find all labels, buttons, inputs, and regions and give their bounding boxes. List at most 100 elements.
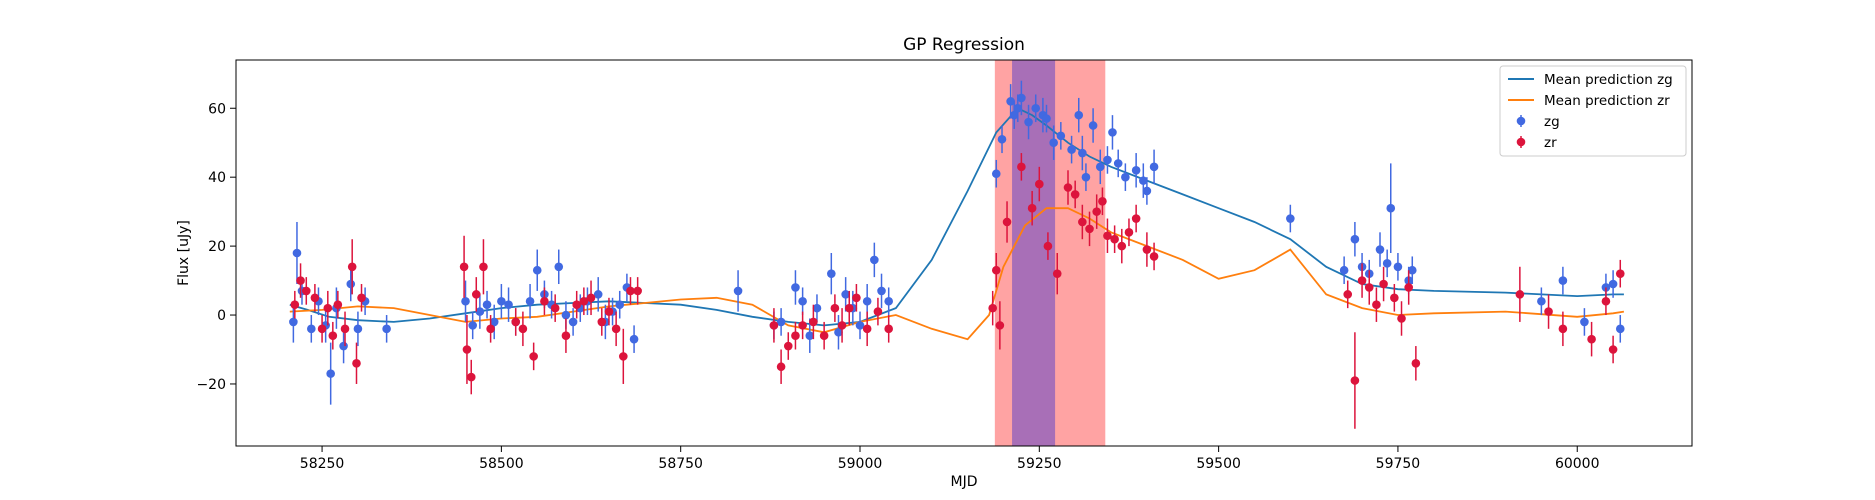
point-marker [1113, 159, 1123, 168]
x-tick-label: 59750 [1376, 456, 1421, 472]
point-marker [1404, 283, 1413, 292]
point-marker [307, 324, 316, 334]
point-marker [1139, 176, 1148, 185]
data-point [593, 277, 603, 312]
plot-frame [235, 59, 1693, 447]
point-marker [1343, 290, 1353, 299]
point-marker [1121, 172, 1130, 182]
point-marker [855, 321, 865, 330]
data-point [347, 239, 357, 295]
data-point [554, 249, 564, 285]
point-marker [1286, 214, 1295, 223]
data-point [604, 297, 614, 326]
data-point [1558, 266, 1568, 295]
data-point [466, 359, 476, 395]
point-marker [1544, 307, 1553, 316]
point-marker [475, 307, 485, 316]
point-marker [1580, 317, 1589, 327]
data-point [307, 315, 316, 343]
data-point [468, 311, 477, 340]
data-point [339, 328, 348, 364]
data-point [844, 290, 854, 326]
data-point [1070, 180, 1080, 209]
data-point [995, 301, 1005, 350]
point-marker [482, 300, 492, 309]
legend-item: zg [1516, 114, 1560, 130]
x-tick-label: 60000 [1555, 456, 1600, 472]
data-point [1067, 135, 1076, 164]
point-marker [1085, 224, 1094, 234]
point-marker [1027, 203, 1037, 213]
data-point [862, 311, 872, 347]
data-point [991, 253, 1001, 288]
point-marker [870, 255, 879, 265]
point-marker [1142, 245, 1152, 254]
data-point [525, 284, 535, 319]
data-point [1404, 270, 1413, 305]
data-point [783, 332, 793, 360]
data-point [1031, 94, 1041, 123]
y-tick-label: −20 [196, 377, 226, 393]
point-marker [629, 334, 639, 344]
point-marker [1608, 345, 1618, 354]
data-point [340, 311, 350, 347]
data-point [1103, 218, 1112, 253]
data-point [629, 325, 639, 353]
data-point [988, 290, 997, 326]
data-point [486, 315, 495, 343]
point-marker [486, 324, 495, 334]
point-marker [827, 269, 836, 278]
data-point [346, 266, 356, 302]
data-point [776, 349, 786, 384]
point-marker [357, 293, 366, 303]
data-point [1095, 149, 1105, 185]
data-point [611, 311, 621, 347]
point-marker [805, 331, 815, 341]
data-point [1615, 259, 1625, 288]
data-point [619, 328, 628, 384]
data-point [550, 294, 560, 322]
x-tick-label: 59500 [1196, 456, 1241, 472]
data-point [1092, 194, 1101, 229]
point-marker [579, 296, 589, 306]
point-marker [1009, 110, 1019, 120]
legend-label: zr [1544, 135, 1557, 151]
data-point [1149, 149, 1159, 185]
data-point [353, 311, 363, 347]
data-point [504, 287, 513, 322]
point-marker [1407, 265, 1417, 275]
data-point [540, 287, 549, 316]
point-marker [1558, 276, 1568, 285]
data-point [1350, 221, 1360, 257]
point-marker [1339, 265, 1349, 275]
point-marker [809, 317, 818, 327]
data-point [1393, 253, 1403, 281]
point-marker [479, 262, 488, 272]
x-axis-label: MJD [951, 474, 978, 490]
point-marker [841, 290, 850, 299]
point-marker [593, 290, 603, 299]
data-point [561, 318, 571, 353]
point-marker [611, 324, 621, 334]
point-marker [1098, 197, 1107, 206]
point-marker [597, 317, 607, 327]
point-marker [884, 296, 893, 306]
data-point [809, 304, 818, 340]
data-point [991, 159, 1001, 188]
point-marker [862, 324, 872, 334]
data-point [1063, 170, 1073, 205]
data-point [1411, 346, 1421, 381]
y-axis-ticks: −20 0 20 40 60 [196, 101, 236, 393]
point-marker [1024, 117, 1033, 127]
data-point [518, 311, 528, 347]
point-marker [1357, 276, 1367, 285]
point-marker [812, 303, 822, 313]
point-marker [1103, 155, 1112, 165]
x-axis-ticks: 58250 58500 58750 59000 59250 59500 59750 60000 [300, 446, 1600, 472]
point-marker [1092, 207, 1101, 216]
legend-label: Mean prediction zr [1544, 93, 1670, 109]
data-point [1407, 256, 1417, 285]
data-point [1121, 163, 1130, 191]
point-marker [997, 134, 1007, 144]
